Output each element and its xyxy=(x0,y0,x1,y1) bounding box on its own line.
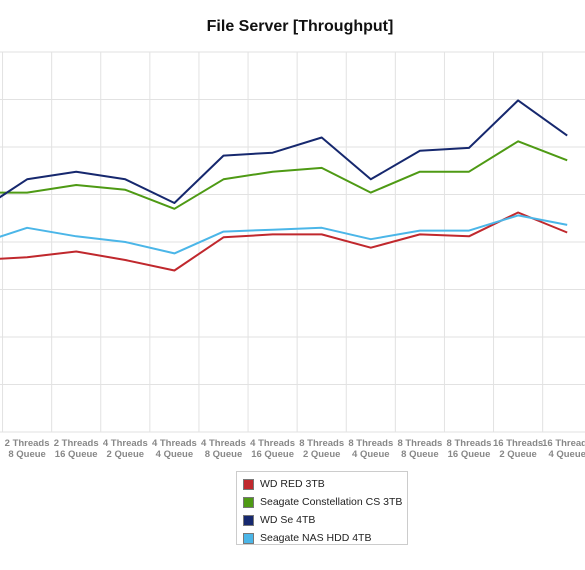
x-tick-label: 8 Threads 4 Queue xyxy=(348,438,393,460)
legend-item: WD RED 3TB xyxy=(243,475,407,493)
legend-item: WD Se 4TB xyxy=(243,511,407,529)
legend-label: WD Se 4TB xyxy=(260,514,316,526)
x-tick-label: 16 Threads 2 Queue xyxy=(493,438,543,460)
legend: WD RED 3TB Seagate Constellation CS 3TB WD… xyxy=(236,471,408,545)
chart-title: File Server [Throughput] xyxy=(206,18,394,35)
x-tick-label: 4 Threads 2 Queue xyxy=(103,438,148,460)
x-tick-label: 2 Threads 8 Queue xyxy=(5,438,50,460)
legend-swatch xyxy=(243,514,254,526)
x-tick-label: 2 Threads 16 Queue xyxy=(54,438,99,460)
legend-item: Seagate Constellation CS 3TB xyxy=(243,493,407,511)
x-tick-label: 8 Threads 16 Queue xyxy=(447,438,492,460)
series-line-3 xyxy=(0,99,568,204)
legend-item: Seagate NAS HDD 4TB xyxy=(243,529,407,547)
legend-swatch xyxy=(243,496,254,508)
legend-label: Seagate Constellation CS 3TB xyxy=(260,496,403,508)
legend-swatch xyxy=(243,532,254,544)
x-tick-label: 4 Threads 8 Queue xyxy=(201,438,246,460)
x-tick-label: 4 Threads 16 Queue xyxy=(250,438,295,460)
x-tick-label: 8 Threads 8 Queue xyxy=(397,438,442,460)
legend-label: WD RED 3TB xyxy=(260,478,325,490)
series-line-4 xyxy=(0,214,568,255)
x-tick-label: 8 Threads 2 Queue xyxy=(299,438,344,460)
legend-swatch xyxy=(243,478,254,490)
series-line-2 xyxy=(0,140,568,210)
legend-label: Seagate NAS HDD 4TB xyxy=(260,532,372,544)
x-tick-label: 4 Threads 4 Queue xyxy=(152,438,197,460)
series-line-1 xyxy=(0,211,568,272)
